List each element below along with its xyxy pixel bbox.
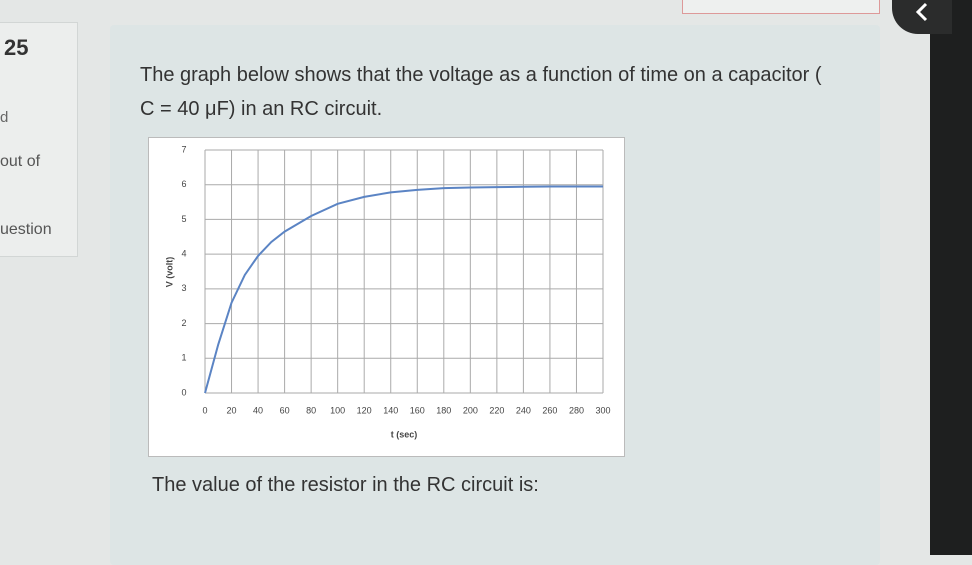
y-axis-label: V (volt) bbox=[164, 257, 174, 288]
question-number: 25 bbox=[4, 35, 29, 60]
dark-edge bbox=[930, 0, 972, 555]
prompt-text: The value of the resistor in the RC circ… bbox=[152, 474, 539, 496]
x-tick-label: 280 bbox=[569, 405, 584, 415]
x-tick-label: 300 bbox=[595, 405, 610, 415]
x-tick-label: 200 bbox=[463, 405, 478, 415]
x-tick-label: 80 bbox=[306, 405, 316, 415]
x-tick-label: 0 bbox=[202, 405, 207, 415]
x-tick-label: 140 bbox=[383, 405, 398, 415]
y-tick-label: 4 bbox=[181, 249, 186, 259]
x-tick-label: 60 bbox=[280, 405, 290, 415]
y-tick-label: 6 bbox=[181, 179, 186, 189]
y-tick-label: 7 bbox=[181, 144, 186, 154]
x-tick-label: 220 bbox=[489, 405, 504, 415]
y-tick-label: 5 bbox=[181, 214, 186, 224]
x-tick-label: 240 bbox=[516, 405, 531, 415]
y-tick-label: 3 bbox=[181, 283, 186, 293]
sidebar-text: d bbox=[0, 109, 9, 126]
sidebar-text: out of bbox=[0, 153, 41, 170]
x-axis-label: t (sec) bbox=[391, 429, 418, 439]
sidebar-text: uestion bbox=[0, 221, 52, 238]
x-tick-label: 100 bbox=[330, 405, 345, 415]
x-tick-label: 40 bbox=[253, 405, 263, 415]
data-line bbox=[204, 185, 603, 394]
x-tick-label: 120 bbox=[357, 405, 372, 415]
y-tick-label: 1 bbox=[181, 353, 186, 363]
back-button[interactable] bbox=[892, 0, 952, 34]
chart: V (volt) t (sec) 0 1 2 3 4 5 6 7 0 20 40 60 80 100 120… bbox=[148, 137, 625, 457]
y-tick-label: 0 bbox=[181, 387, 186, 397]
x-tick-label: 260 bbox=[542, 405, 557, 415]
chart-frame bbox=[148, 137, 625, 457]
x-tick-label: 20 bbox=[227, 405, 237, 415]
sidebar: 25 d out of uestion bbox=[0, 22, 78, 257]
x-tick-label: 160 bbox=[410, 405, 425, 415]
back-icon bbox=[915, 2, 928, 22]
question-text: The graph below shows that the voltage a… bbox=[140, 64, 822, 120]
y-tick-label: 2 bbox=[181, 318, 186, 328]
input-box[interactable] bbox=[682, 0, 880, 14]
x-tick-label: 180 bbox=[436, 405, 451, 415]
